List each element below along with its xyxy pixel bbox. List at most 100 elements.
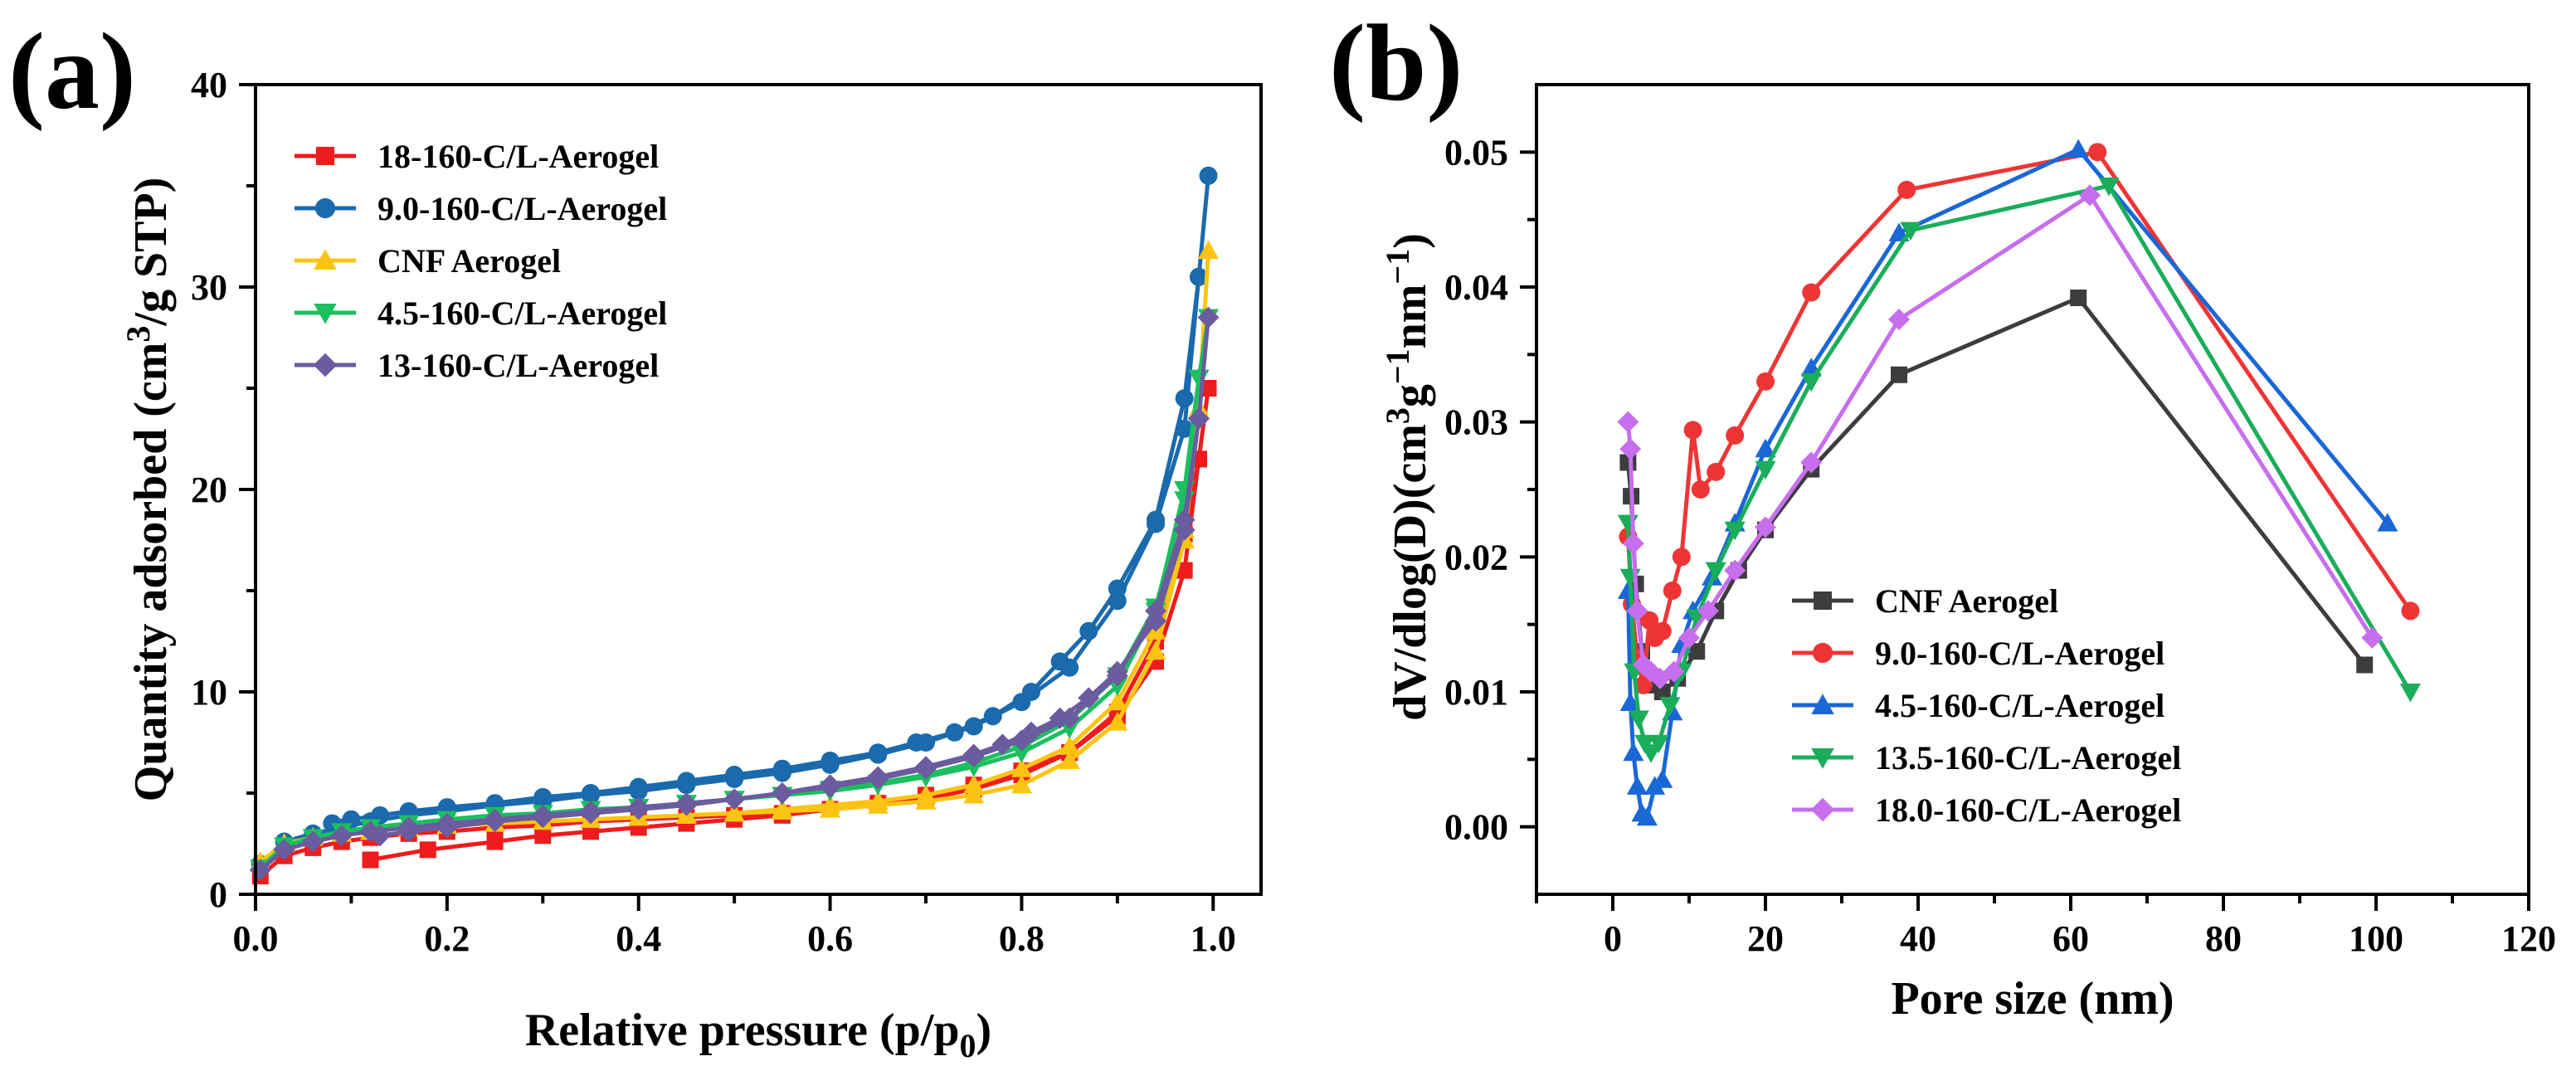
data-point xyxy=(1634,734,1656,754)
series-1 xyxy=(251,166,1218,874)
data-point xyxy=(1059,750,1080,769)
data-point xyxy=(772,759,791,778)
data-point xyxy=(1900,222,1921,241)
data-point xyxy=(2401,601,2420,621)
data-point xyxy=(723,788,746,811)
data-point xyxy=(2356,656,2374,674)
x-tick-label: 20 xyxy=(1747,918,1784,959)
data-point xyxy=(1724,521,1746,541)
panel-b-label: (b) xyxy=(1329,2,1463,124)
data-point xyxy=(1636,806,1658,826)
legend-label: 9.0-160-C/L-Aerogel xyxy=(1875,635,2165,672)
legend-marker xyxy=(1814,591,1832,610)
panel-b-ylabel: dV/dlog(D)(cm3g−1nm−1) xyxy=(1379,233,1436,721)
data-point xyxy=(2070,290,2087,307)
data-point xyxy=(915,784,937,804)
legend-marker xyxy=(1812,642,1833,664)
data-point xyxy=(1672,548,1691,567)
data-point xyxy=(2088,143,2107,162)
legend-marker xyxy=(1811,694,1834,714)
series-line xyxy=(1625,295,2367,694)
legend-marker xyxy=(314,249,337,270)
panel-a-xlabel: Relative pressure (p/p0) xyxy=(525,1005,991,1064)
data-point xyxy=(945,723,964,742)
x-tick-label: 40 xyxy=(1900,918,1936,959)
data-point xyxy=(1619,438,1642,460)
data-point xyxy=(915,756,937,778)
data-point xyxy=(1189,267,1208,286)
data-point xyxy=(1145,610,1167,632)
data-point xyxy=(1640,611,1659,630)
data-point xyxy=(1705,562,1726,582)
data-point xyxy=(867,791,889,810)
data-point xyxy=(1659,697,1681,716)
y-tick-label: 40 xyxy=(191,65,227,105)
data-point xyxy=(1622,533,1644,555)
legend-item: 13-160-C/L-Aerogel xyxy=(295,347,659,384)
y-tick-label: 0.01 xyxy=(1444,672,1508,713)
x-tick-label: 80 xyxy=(2205,918,2242,959)
data-point xyxy=(533,787,553,806)
panel-b-legend: CNF Aerogel 9.0-160-C/L-Aerogel 4.5-160-C/… xyxy=(1792,582,2181,829)
data-point xyxy=(2361,626,2384,649)
legend-label: 9.0-160-C/L-Aerogel xyxy=(377,190,667,227)
data-point xyxy=(2098,178,2120,197)
x-tick-label: 0.0 xyxy=(233,918,279,959)
data-point xyxy=(1628,710,1649,730)
legend-item: 13.5-160-C/L-Aerogel xyxy=(1792,739,2181,776)
y-tick-label: 10 xyxy=(191,672,227,713)
data-point xyxy=(1147,510,1166,529)
panel-a-series xyxy=(249,166,1220,885)
data-point xyxy=(1173,518,1195,541)
series-4 xyxy=(1617,184,2384,689)
data-point xyxy=(397,820,420,843)
data-point xyxy=(484,811,506,833)
data-point xyxy=(1623,742,1644,762)
panel-b-ticks: 0 20 40 60 80 100 120 0.00 0.01 0.02 0.03 0.04 0.05 xyxy=(1444,132,2556,959)
data-point xyxy=(819,774,841,796)
data-point xyxy=(1200,380,1217,397)
legend-item: 18.0-160-C/L-Aerogel xyxy=(1792,791,2181,829)
y-tick-label: 30 xyxy=(191,267,227,308)
data-point xyxy=(907,733,926,752)
y-tick-label: 0 xyxy=(209,874,227,915)
data-point xyxy=(302,830,324,853)
data-point xyxy=(1756,372,1775,391)
legend-item: 9.0-160-C/L-Aerogel xyxy=(1792,635,2165,672)
data-point xyxy=(1726,426,1745,445)
data-point xyxy=(991,733,1014,756)
legend-label: CNF Aerogel xyxy=(377,242,561,280)
panel-b: (b) 0 20 40 60 80 100 1200.000.010.020.030.040… xyxy=(1329,2,2556,1025)
data-point xyxy=(821,751,840,770)
data-point xyxy=(1724,559,1746,582)
data-point xyxy=(2079,184,2101,207)
data-point xyxy=(1050,652,1069,671)
data-point xyxy=(820,795,841,814)
legend-item: 4.5-160-C/L-Aerogel xyxy=(1792,687,2165,724)
data-point xyxy=(1079,621,1098,640)
data-point xyxy=(419,841,436,859)
legend-label: CNF Aerogel xyxy=(1875,582,2058,620)
data-point xyxy=(771,782,793,804)
data-point xyxy=(436,816,458,839)
data-point xyxy=(725,766,744,785)
y-tick-label: 0.05 xyxy=(1444,132,1508,173)
data-point xyxy=(1108,579,1127,598)
legend-label: 18.0-160-C/L-Aerogel xyxy=(1875,791,2181,829)
data-point xyxy=(1010,774,1032,794)
x-tick-label: 120 xyxy=(2501,918,2556,959)
data-point xyxy=(1626,776,1648,795)
legend-label: 18-160-C/L-Aerogel xyxy=(377,138,659,175)
y-tick-label: 0.03 xyxy=(1444,402,1508,443)
data-point xyxy=(1648,734,1669,754)
legend-item: CNF Aerogel xyxy=(295,242,561,280)
data-point xyxy=(1653,621,1672,640)
series-line xyxy=(1625,192,2374,681)
data-point xyxy=(486,833,504,850)
data-point xyxy=(1617,411,1639,433)
y-tick-label: 0.02 xyxy=(1444,537,1508,577)
data-point xyxy=(1707,462,1726,481)
data-point xyxy=(1198,240,1220,260)
x-tick-label: 0.4 xyxy=(616,918,661,959)
